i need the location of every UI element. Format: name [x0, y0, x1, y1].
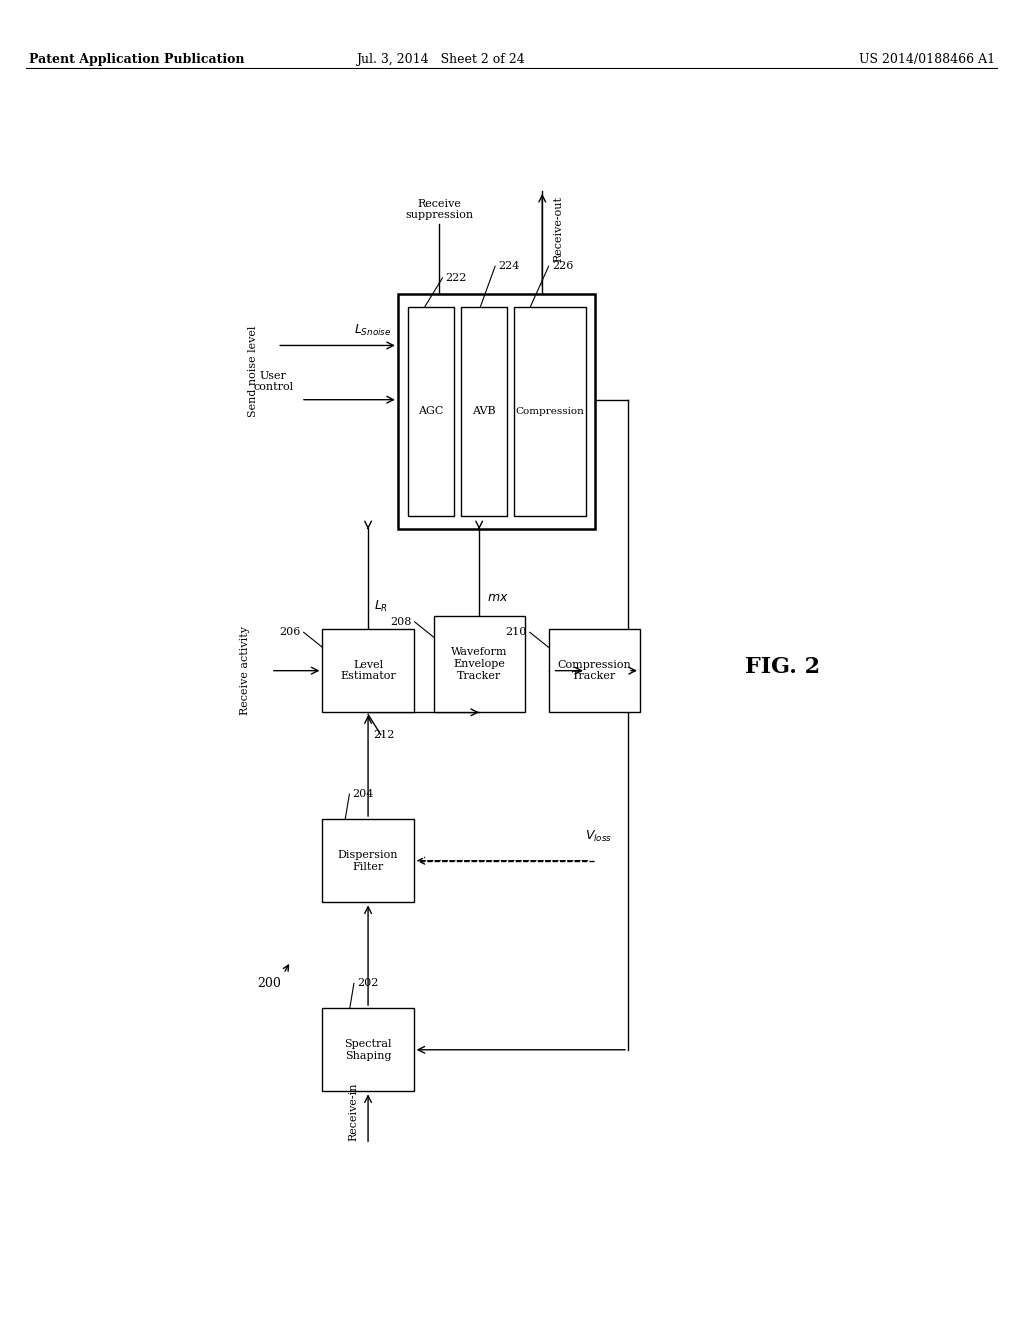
Text: US 2014/0188466 A1: US 2014/0188466 A1: [859, 53, 995, 66]
Text: $V_{loss}$: $V_{loss}$: [585, 829, 612, 845]
Text: 204: 204: [352, 789, 374, 799]
Text: Send noise level: Send noise level: [249, 326, 258, 417]
Text: Patent Application Publication: Patent Application Publication: [29, 53, 244, 66]
Text: Waveform
Envelope
Tracker: Waveform Envelope Tracker: [451, 647, 508, 681]
Text: 226: 226: [552, 261, 573, 272]
Text: Receive-out: Receive-out: [553, 195, 563, 261]
Text: Level
Estimator: Level Estimator: [340, 660, 396, 681]
FancyBboxPatch shape: [323, 630, 414, 713]
Text: Jul. 3, 2014   Sheet 2 of 24: Jul. 3, 2014 Sheet 2 of 24: [356, 53, 524, 66]
Text: $L_{Snoise}$: $L_{Snoise}$: [354, 322, 391, 338]
Text: 208: 208: [390, 616, 412, 627]
Text: User
control: User control: [253, 371, 293, 392]
FancyBboxPatch shape: [323, 818, 414, 903]
Text: FIG. 2: FIG. 2: [745, 656, 820, 677]
Text: 200: 200: [257, 977, 282, 990]
FancyBboxPatch shape: [549, 630, 640, 713]
Text: AVB: AVB: [472, 407, 497, 417]
Text: Receive-in: Receive-in: [349, 1082, 358, 1142]
Text: AGC: AGC: [419, 407, 443, 417]
Text: Receive
suppression: Receive suppression: [406, 199, 473, 220]
Text: Compression
Tracker: Compression Tracker: [557, 660, 631, 681]
FancyBboxPatch shape: [323, 1008, 414, 1092]
Text: 222: 222: [445, 273, 467, 282]
FancyBboxPatch shape: [514, 306, 586, 516]
FancyBboxPatch shape: [397, 293, 595, 529]
Text: Spectral
Shaping: Spectral Shaping: [344, 1039, 392, 1060]
FancyBboxPatch shape: [433, 615, 524, 713]
Text: 210: 210: [505, 627, 526, 638]
Text: Compression: Compression: [516, 407, 585, 416]
FancyBboxPatch shape: [461, 306, 507, 516]
Text: $L_R$: $L_R$: [374, 599, 388, 614]
FancyBboxPatch shape: [409, 306, 455, 516]
Text: $mx$: $mx$: [487, 591, 509, 605]
Text: Dispersion
Filter: Dispersion Filter: [338, 850, 398, 871]
Text: 202: 202: [357, 978, 379, 989]
Text: 224: 224: [499, 261, 519, 272]
Text: 206: 206: [279, 627, 300, 638]
Text: 212: 212: [373, 730, 394, 739]
Text: Receive activity: Receive activity: [241, 626, 251, 715]
